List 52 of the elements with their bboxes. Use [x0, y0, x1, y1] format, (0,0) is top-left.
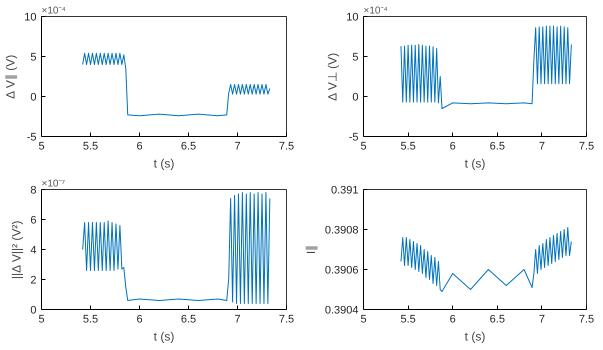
- x-tick-label: 5: [360, 140, 367, 152]
- x-axis-title: t (s): [154, 156, 174, 170]
- x-axis-title: t (s): [154, 330, 174, 344]
- x-tick-label: 7: [234, 314, 241, 326]
- x-tick-label: 5.5: [400, 140, 416, 152]
- y-tick-label: 0.3908: [324, 224, 359, 236]
- x-axis-title: t (s): [464, 156, 486, 170]
- y-tick-label: 8: [30, 184, 37, 196]
- y-tick-label: 0.391: [330, 184, 359, 196]
- y-tick-label: 10: [24, 12, 37, 24]
- x-tick-label: 6: [450, 314, 456, 326]
- y-tick-label: 0.3906: [324, 264, 359, 276]
- y-tick-label: -5: [26, 132, 36, 144]
- y-tick-label: 5: [30, 52, 37, 64]
- x-tick-label: 7: [234, 140, 241, 152]
- y-axis-title: Δ V∥ (V): [3, 54, 18, 99]
- y-tick-label: 0.3904: [324, 304, 359, 316]
- x-tick-label: 5.5: [82, 314, 98, 326]
- x-tick-label: 6.5: [180, 314, 196, 326]
- x-tick-label: 6.5: [180, 140, 196, 152]
- y-tick-label: 0: [352, 92, 359, 104]
- x-tick-label: 7: [538, 314, 545, 326]
- x-tick-label: 7.5: [578, 314, 594, 326]
- x-tick-label: 7: [538, 140, 545, 152]
- annotation: ×10⁻⁴: [364, 6, 388, 16]
- x-tick-label: 5.5: [82, 140, 98, 152]
- x-tick-label: 6: [136, 140, 143, 152]
- x-tick-label: 7.5: [278, 140, 294, 152]
- annotation: ×10⁻⁴: [42, 6, 66, 16]
- x-tick-label: 6.5: [490, 140, 505, 152]
- y-tick-label: 4: [30, 244, 37, 256]
- annotation: ×10⁻⁷: [42, 178, 66, 190]
- y-tick-label: 10: [346, 12, 359, 24]
- y-tick-label: -5: [348, 132, 358, 144]
- y-axis-title: ||Δ V||² (V²): [9, 220, 24, 280]
- x-tick-label: 7.5: [278, 314, 294, 326]
- x-tick-label: 7.5: [578, 140, 594, 152]
- x-tick-label: 6: [450, 140, 456, 152]
- x-tick-label: 5.5: [400, 314, 416, 326]
- x-axis-title: t (s): [464, 330, 486, 344]
- x-tick-label: 6: [136, 314, 143, 326]
- x-tick-label: 5: [360, 314, 367, 326]
- y-tick-label: 0: [30, 92, 37, 104]
- y-tick-label: 5: [352, 52, 359, 64]
- y-axis-title: I∥: [304, 244, 318, 254]
- y-tick-label: 2: [30, 274, 37, 286]
- x-tick-label: 6.5: [490, 314, 505, 326]
- y-tick-label: 6: [30, 214, 37, 226]
- y-axis-title: Δ V⊥ (V): [325, 52, 340, 101]
- x-tick-label: 5: [38, 140, 45, 152]
- y-tick-label: 0: [30, 304, 37, 316]
- x-tick-label: 5: [38, 314, 45, 326]
